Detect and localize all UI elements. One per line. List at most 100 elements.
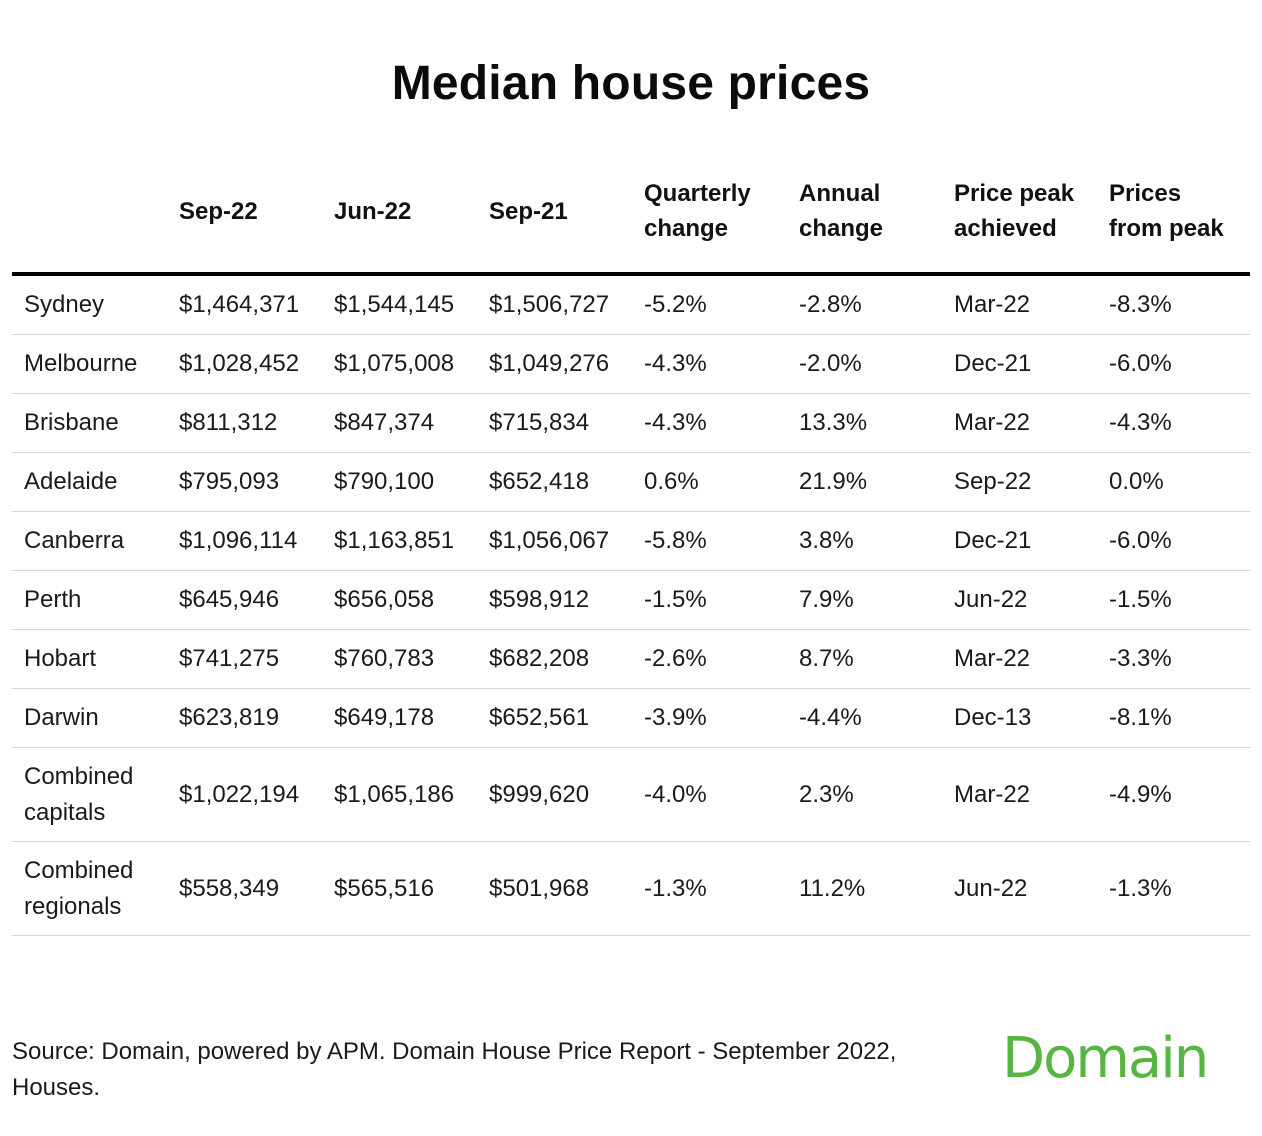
column-header-label: Sep-21 [489, 197, 568, 225]
city-label: Perth [24, 586, 82, 613]
value-cell: $682,208 [477, 629, 632, 689]
value-cell: $623,819 [167, 688, 322, 748]
city-label: Melbourne [24, 350, 138, 377]
value-cell: $847,374 [322, 393, 477, 453]
value-cell: -4.9% [1097, 747, 1250, 842]
value-cell: $715,834 [477, 393, 632, 453]
value-cell: $1,506,727 [477, 274, 632, 335]
value-cell: $501,968 [477, 841, 632, 936]
city-cell: Hobart [12, 629, 167, 689]
value-cell: $598,912 [477, 570, 632, 630]
value-cell: $1,163,851 [322, 511, 477, 571]
table-row: Combined regionals $558,349 $565,516 $501,9… [12, 841, 1250, 936]
header-row: Sep-22 Jun-22 Sep-21 Quarterly change Annual… [12, 150, 1250, 276]
value-cell: 8.7% [787, 629, 942, 689]
city-label: Hobart [24, 645, 97, 672]
value-cell: $741,275 [167, 629, 322, 689]
value-cell: -1.3% [1097, 841, 1250, 936]
value-cell: 13.3% [787, 393, 942, 453]
value-cell: -4.3% [632, 393, 787, 453]
city-cell: Combined regionals [12, 841, 167, 936]
city-label: Sydney [24, 291, 105, 318]
value-cell: Jun-22 [942, 841, 1097, 936]
column-header: Annual change [787, 150, 942, 276]
value-cell: -6.0% [1097, 511, 1250, 571]
city-cell: Combined capitals [12, 747, 167, 842]
value-cell: -2.0% [787, 334, 942, 394]
value-cell: $795,093 [167, 452, 322, 512]
value-cell: Dec-21 [942, 511, 1097, 571]
value-cell: -4.4% [787, 688, 942, 748]
value-cell: -1.3% [632, 841, 787, 936]
value-cell: $1,544,145 [322, 274, 477, 335]
value-cell: $1,049,276 [477, 334, 632, 394]
table-row: Hobart $741,275 $760,783 $682,208 -2.6% 8.7% M… [12, 629, 1250, 689]
column-header-label: Price peak achieved [954, 180, 1075, 242]
column-header-label: Sep-22 [179, 197, 258, 225]
value-cell: Dec-21 [942, 334, 1097, 394]
city-label: Darwin [24, 704, 99, 731]
value-cell: 11.2% [787, 841, 942, 936]
chart-title: Median house prices [391, 57, 871, 110]
city-label: Combined regionals [24, 856, 134, 920]
city-cell: Darwin [12, 688, 167, 748]
value-cell: Mar-22 [942, 629, 1097, 689]
value-cell: 7.9% [787, 570, 942, 630]
value-cell: 3.8% [787, 511, 942, 571]
table-row: Adelaide $795,093 $790,100 $652,418 0.6% 21.9… [12, 452, 1250, 512]
price-table: Sep-22 Jun-22 Sep-21 Quarterly change Annual… [12, 150, 1250, 936]
value-cell: 2.3% [787, 747, 942, 842]
table-row: Sydney $1,464,371 $1,544,145 $1,506,727 -5.2… [12, 274, 1250, 335]
column-header-label: Prices from peak [1109, 180, 1224, 242]
city-cell: Brisbane [12, 393, 167, 453]
city-cell: Sydney [12, 274, 167, 335]
column-header: Price peak achieved [942, 150, 1097, 276]
city-label: Canberra [24, 527, 125, 554]
value-cell: -3.9% [632, 688, 787, 748]
value-cell: -8.3% [1097, 274, 1250, 335]
city-cell: Perth [12, 570, 167, 630]
value-cell: $1,065,186 [322, 747, 477, 842]
city-cell: Canberra [12, 511, 167, 571]
table-row: Canberra $1,096,114 $1,163,851 $1,056,067 -5… [12, 511, 1250, 571]
value-cell: -4.0% [632, 747, 787, 842]
value-cell: Mar-22 [942, 393, 1097, 453]
table-row: Brisbane $811,312 $847,374 $715,834 -4.3% 13.… [12, 393, 1250, 453]
price-table-container: Sep-22 Jun-22 Sep-21 Quarterly change Annual… [12, 150, 1250, 936]
value-cell: -6.0% [1097, 334, 1250, 394]
column-header: Sep-21 [477, 150, 632, 276]
value-cell: -1.5% [632, 570, 787, 630]
value-cell: -1.5% [1097, 570, 1250, 630]
value-cell: 0.0% [1097, 452, 1250, 512]
value-cell: $811,312 [167, 393, 322, 453]
value-cell: Jun-22 [942, 570, 1097, 630]
table-row: Darwin $623,819 $649,178 $652,561 -3.9% -4.4%… [12, 688, 1250, 748]
value-cell: -5.2% [632, 274, 787, 335]
value-cell: Mar-22 [942, 747, 1097, 842]
value-cell: -4.3% [1097, 393, 1250, 453]
column-header: Sep-22 [167, 150, 322, 276]
table-row: Melbourne $1,028,452 $1,075,008 $1,049,276-… [12, 334, 1250, 394]
table-row: Perth $645,946 $656,058 $598,912 -1.5% 7.9% Ju… [12, 570, 1250, 630]
column-header-label: Quarterly change [644, 180, 751, 242]
column-header: Prices from peak [1097, 150, 1250, 276]
column-header-label: Jun-22 [334, 197, 412, 225]
column-header: Quarterly change [632, 150, 787, 276]
city-cell: Melbourne [12, 334, 167, 394]
value-cell: $1,056,067 [477, 511, 632, 571]
city-cell: Adelaide [12, 452, 167, 512]
column-header-label: Annual change [799, 180, 884, 242]
source-note: Source: Domain, powered by APM. Domain H… [12, 1038, 897, 1101]
value-cell: 21.9% [787, 452, 942, 512]
header-city [12, 150, 167, 276]
table-body: Sydney $1,464,371 $1,544,145 $1,506,727 -5.2… [12, 274, 1250, 936]
value-cell: $1,096,114 [167, 511, 322, 571]
column-header: Jun-22 [322, 150, 477, 276]
value-cell: $790,100 [322, 452, 477, 512]
value-cell: -5.8% [632, 511, 787, 571]
value-cell: $565,516 [322, 841, 477, 936]
value-cell: $999,620 [477, 747, 632, 842]
value-cell: $652,561 [477, 688, 632, 748]
domain-logo: Domain [1002, 1026, 1209, 1091]
city-label: Adelaide [24, 468, 118, 495]
